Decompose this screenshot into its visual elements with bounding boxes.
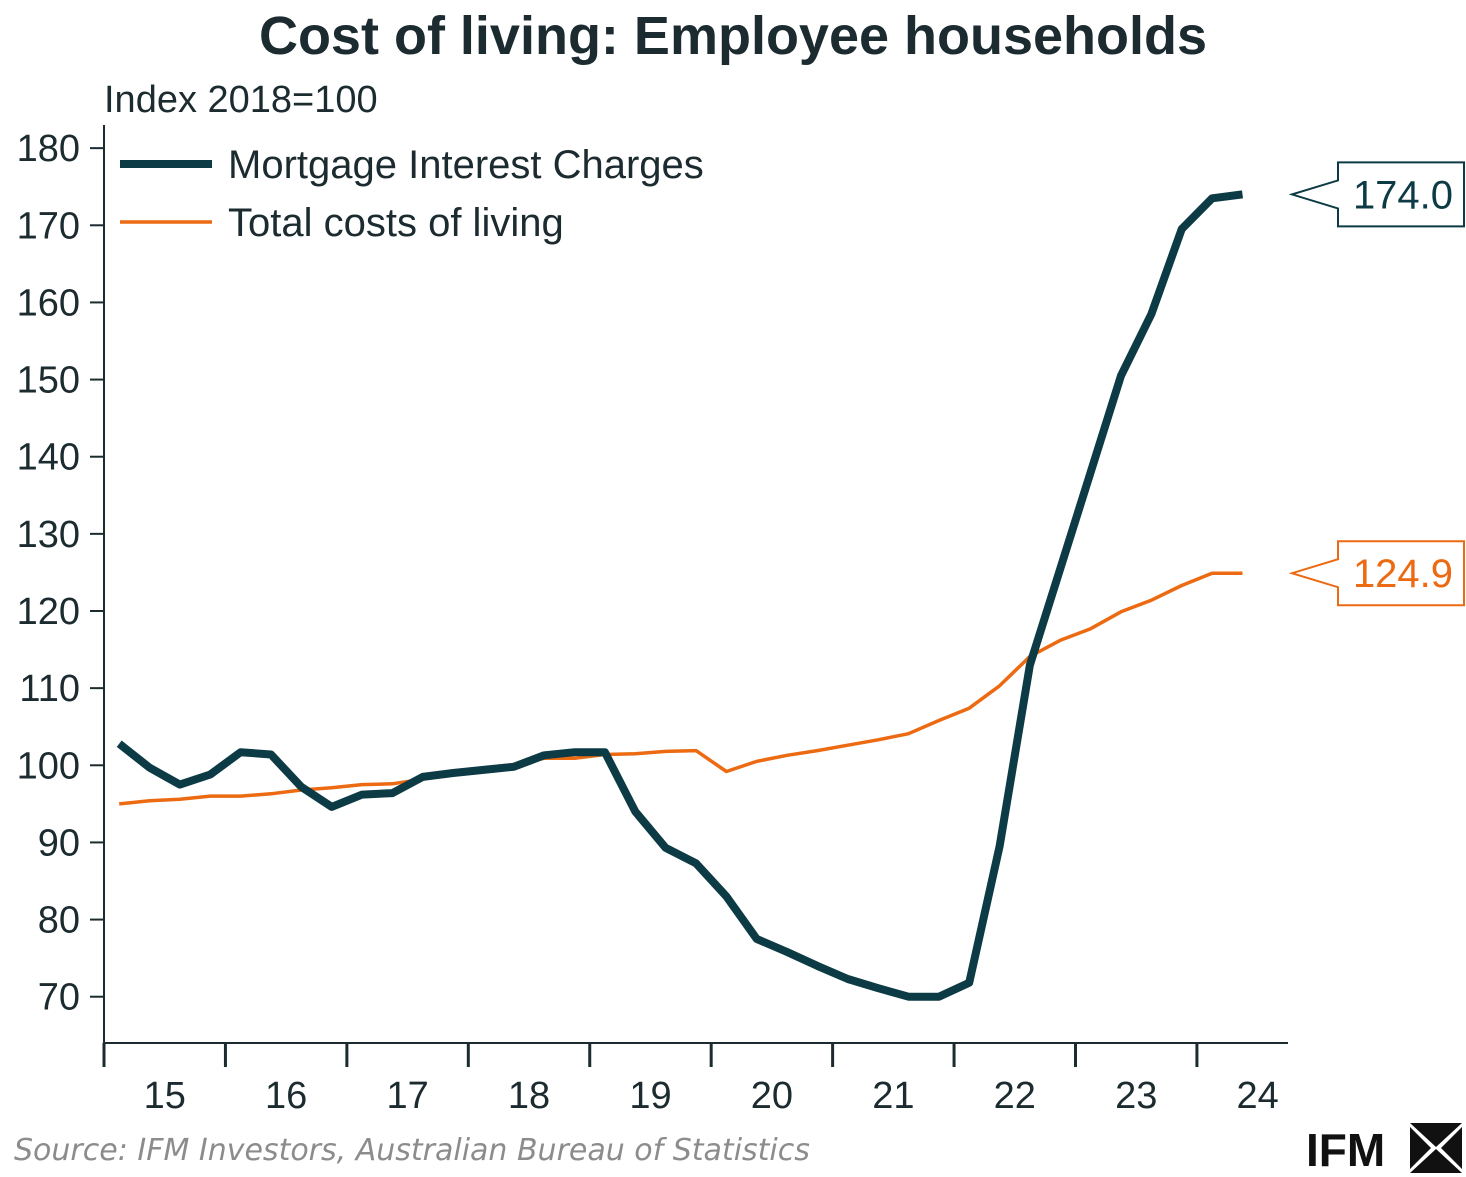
- series-line-mortgage-interest-charges: [116, 190, 1244, 1001]
- logo-mark-icon: [1410, 1123, 1462, 1173]
- legend-label: Total costs of living: [228, 201, 564, 245]
- x-tick-label: 15: [144, 1075, 186, 1117]
- y-tick-label: 150: [17, 360, 80, 402]
- y-tick-label: 70: [38, 977, 80, 1019]
- end-label-mortgage: 174.0: [1353, 173, 1453, 217]
- end-label-total: 124.9: [1353, 552, 1453, 596]
- end-label-box-total: [1288, 540, 1465, 607]
- end-label-box-mortgage: [1288, 161, 1465, 228]
- y-tick-label: 110: [19, 668, 80, 710]
- logo-text: IFM: [1306, 1124, 1385, 1176]
- x-tick-label: 19: [629, 1075, 671, 1117]
- source-note: Source: IFM Investors, Australian Bureau…: [14, 1133, 810, 1168]
- y-axis: 70 80 90 100 110 120 130 140 150 160 170 180: [17, 125, 105, 1043]
- legend: Mortgage Interest Charges Total costs of …: [120, 143, 704, 245]
- y-tick-label: 140: [17, 437, 80, 479]
- series-layer: [116, 190, 1244, 1001]
- end-labels: 174.0 124.9: [1288, 161, 1465, 607]
- y-tick-label: 80: [38, 900, 80, 942]
- x-tick-label: 20: [751, 1075, 793, 1117]
- y-tick-label: 170: [17, 205, 80, 247]
- x-tick-label: 22: [994, 1075, 1036, 1117]
- legend-label: Mortgage Interest Charges: [228, 143, 704, 187]
- x-tick-label: 21: [872, 1075, 914, 1117]
- chart-title: Cost of living: Employee households: [259, 6, 1207, 66]
- x-tick-label: 16: [265, 1075, 307, 1117]
- y-tick-label: 120: [17, 591, 80, 633]
- y-tick-label: 100: [17, 745, 80, 787]
- x-axis: 15 16 17 18 19 20 21 22 23 24: [102, 1042, 1288, 1117]
- y-tick-label: 90: [38, 822, 80, 864]
- y-tick-label: 160: [17, 282, 80, 324]
- y-axis-unit-label: Index 2018=100: [104, 79, 378, 121]
- x-tick-label: 18: [508, 1075, 550, 1117]
- ifm-logo: IFM: [1306, 1123, 1462, 1176]
- y-tick-label: 130: [17, 514, 80, 556]
- x-tick-label: 24: [1237, 1075, 1279, 1117]
- x-tick-label: 23: [1115, 1075, 1157, 1117]
- x-tick-label: 17: [386, 1075, 428, 1117]
- y-tick-label: 180: [17, 128, 80, 170]
